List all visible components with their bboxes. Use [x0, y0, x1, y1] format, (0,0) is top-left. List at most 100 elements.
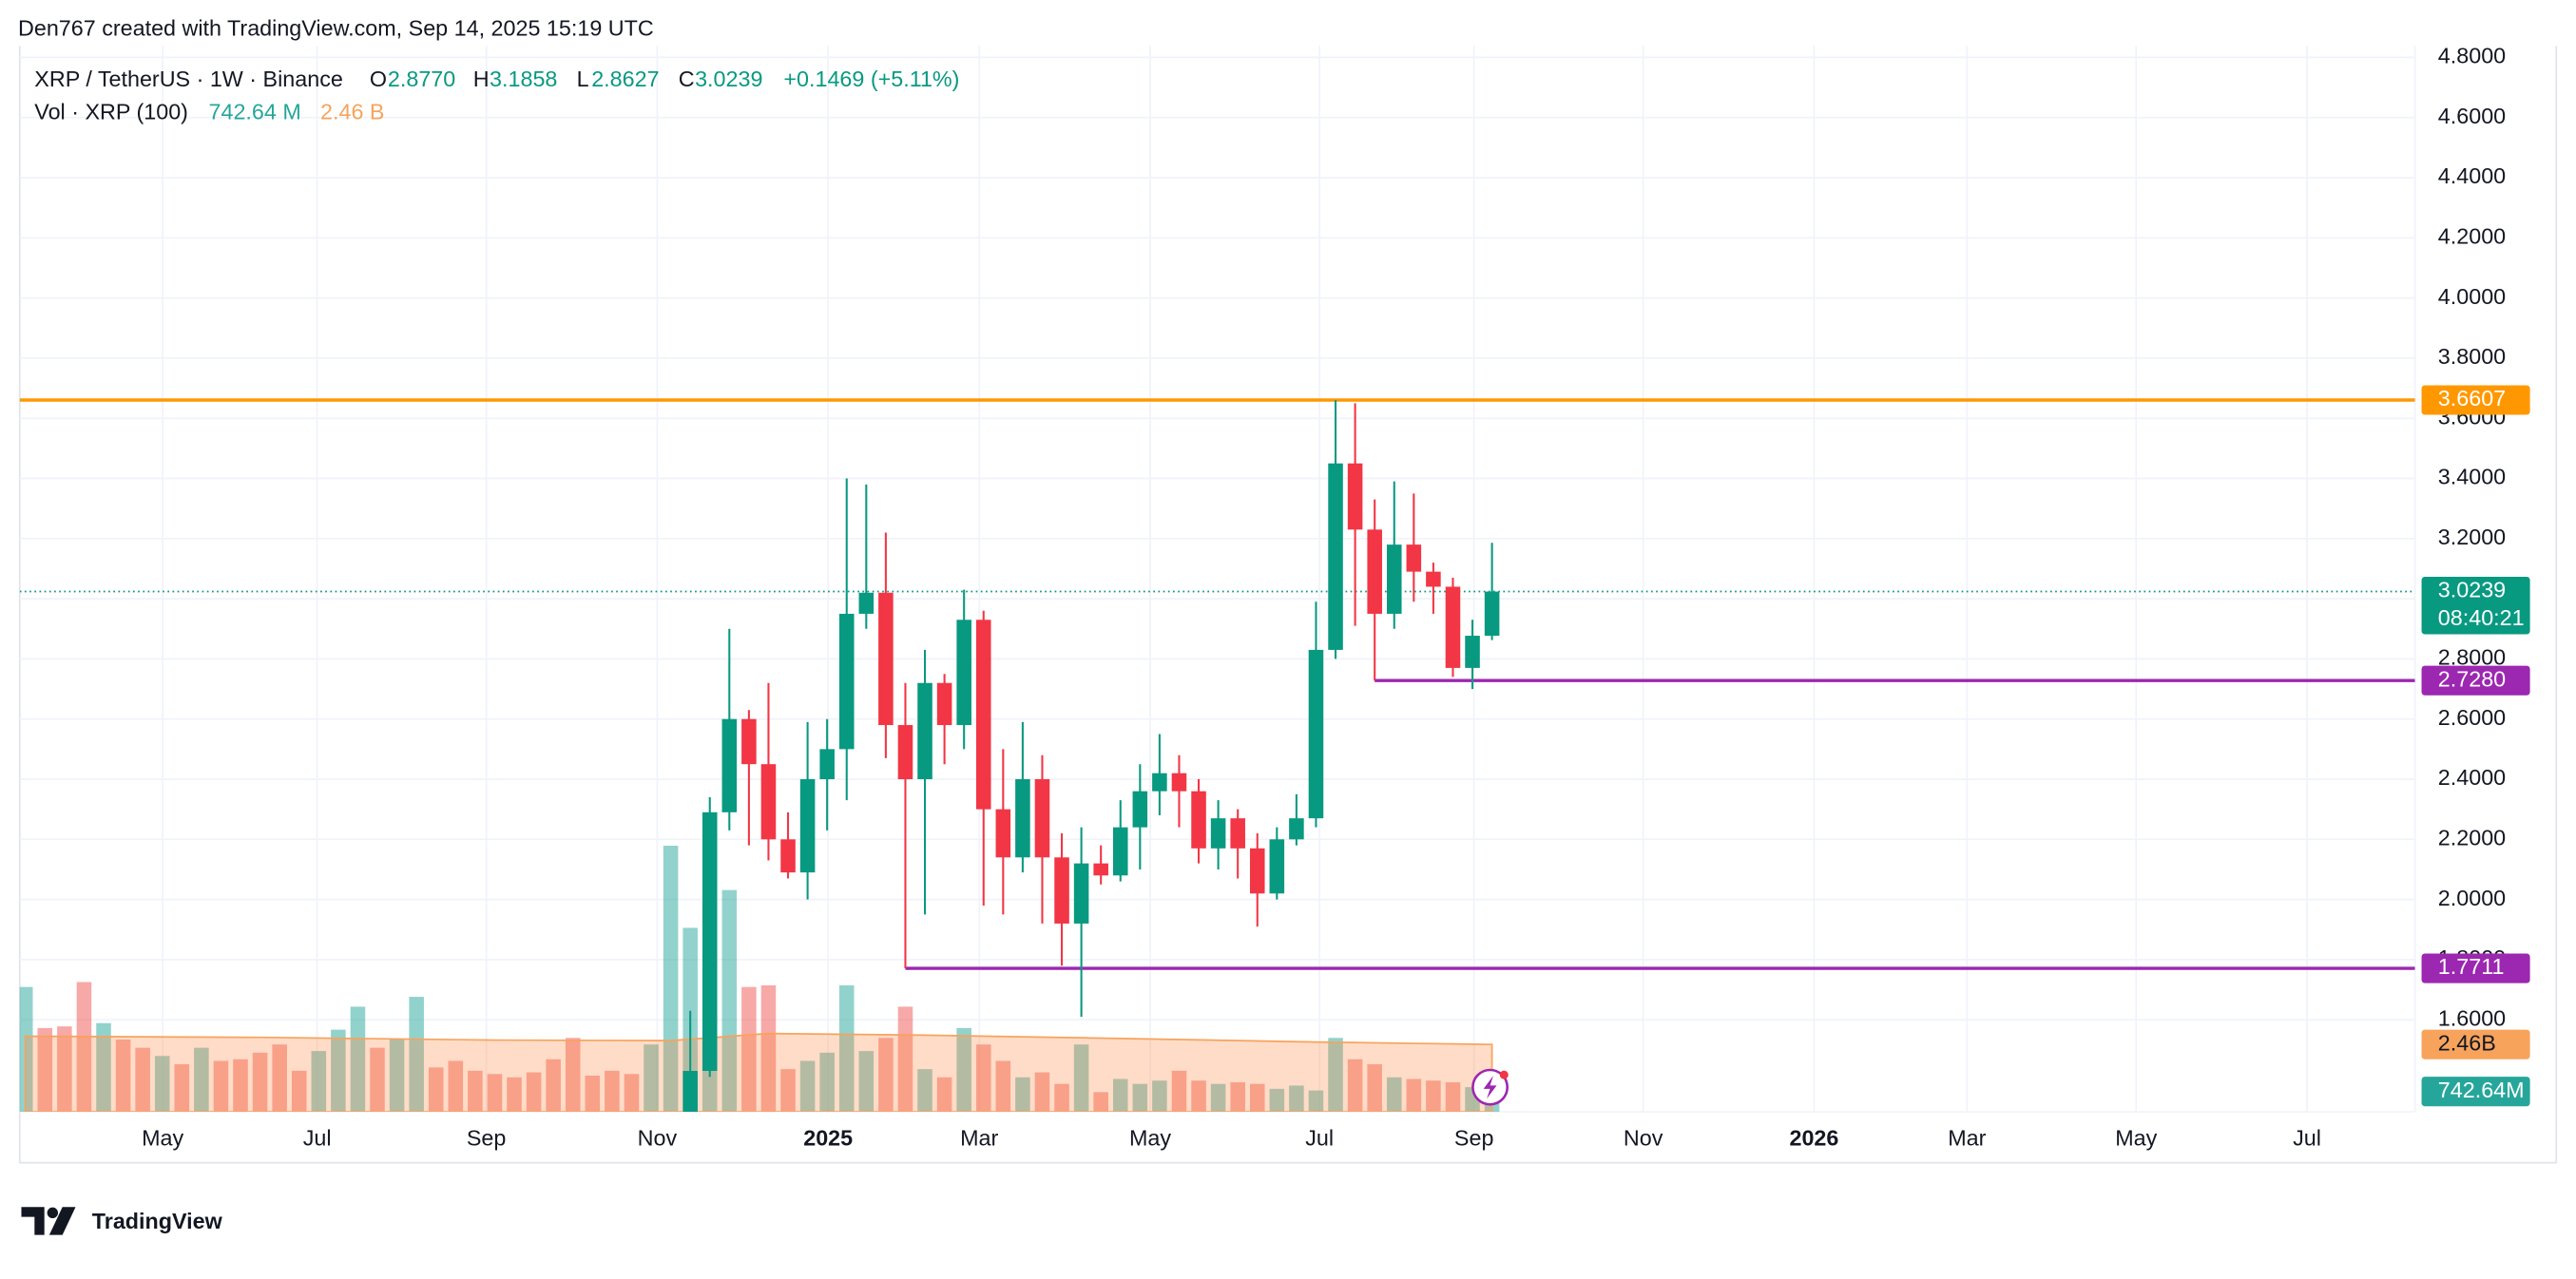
y-tick-label: 2.6000 [2438, 705, 2506, 730]
candle-body [878, 592, 894, 726]
volume-bar [1367, 1063, 1382, 1113]
x-tick-label: Mar [1948, 1126, 1986, 1151]
volume-bar [624, 1074, 640, 1113]
volume-bar [389, 1039, 405, 1113]
volume-bar [252, 1052, 268, 1113]
volume-bar [194, 1047, 209, 1113]
candle-body [1191, 791, 1206, 849]
level-badge-text: 1.7711 [2438, 954, 2505, 979]
volume-bar [995, 1060, 1011, 1113]
volume-bar [233, 1059, 248, 1113]
volume-bar [605, 1070, 620, 1113]
legend-open-label: O [370, 67, 387, 91]
x-tick-label: Mar [960, 1126, 998, 1151]
legend-volume: 742.64 M [209, 99, 301, 124]
candle-body [702, 811, 718, 1072]
y-tick-label: 1.6000 [2438, 1005, 2506, 1030]
x-tick-label: Nov [638, 1126, 678, 1151]
candle-body [1093, 863, 1108, 876]
x-tick-label: 2026 [1789, 1126, 1838, 1151]
volume-bar [96, 1022, 111, 1113]
volume-bar [1191, 1080, 1206, 1113]
legend-open: 2.8770 [388, 67, 455, 91]
volume-bar [1073, 1044, 1089, 1113]
candle-body [1152, 773, 1167, 792]
volume-bar [1269, 1088, 1285, 1113]
y-tick-label: 2.0000 [2438, 886, 2506, 910]
volume-bar [1328, 1038, 1343, 1113]
candle-body [1210, 818, 1226, 849]
volume-badge: 742.64M [2421, 1077, 2530, 1107]
candle-body [995, 809, 1011, 858]
volume-bar [1152, 1080, 1167, 1113]
volume-bar [721, 889, 738, 1113]
candle-body [1269, 839, 1285, 894]
legend-volume-ma: 2.46 B [320, 99, 384, 124]
x-tick-label: Nov [1624, 1126, 1663, 1151]
candle-body [1484, 591, 1500, 637]
candle-body [1289, 818, 1304, 840]
candle-body [838, 613, 855, 750]
volume-bar [1230, 1081, 1245, 1113]
logo: TradingView [21, 1207, 223, 1235]
volume-bar [741, 986, 757, 1113]
volume-ma [24, 1032, 1493, 1113]
candle-body [1406, 544, 1422, 572]
candle-body [1426, 571, 1441, 587]
candle-body [799, 779, 816, 873]
y-tick-label: 4.2000 [2438, 223, 2506, 248]
volume-badge-text: 742.64M [2438, 1078, 2525, 1102]
volume-bar [272, 1044, 287, 1113]
volume-bar [1308, 1090, 1324, 1113]
volume-bar [1249, 1083, 1265, 1113]
volume-bar [1406, 1079, 1422, 1113]
candle-body [1054, 857, 1069, 924]
y-tick-label: 2.4000 [2438, 765, 2506, 790]
volume-bar [37, 1027, 53, 1113]
level-badge-text: 2.7280 [2438, 666, 2506, 691]
candle-body [1230, 818, 1245, 849]
volume-bar [546, 1059, 561, 1113]
legend-symbol: XRP / TetherUS · 1W · Binance [34, 67, 343, 91]
y-tick-label: 4.4000 [2438, 163, 2506, 188]
candle-body [936, 682, 952, 726]
volume-ma-badge: 2.46B [2421, 1029, 2530, 1059]
candle-body [1112, 827, 1128, 876]
candle-body [1465, 636, 1480, 668]
candle-body [682, 1071, 698, 1113]
volume-bar [174, 1063, 190, 1113]
volume-bar [1034, 1072, 1050, 1113]
volume-bar [644, 1044, 659, 1113]
candle-body [1249, 848, 1265, 894]
volume-bar [448, 1060, 464, 1113]
y-tick-label: 4.0000 [2438, 284, 2506, 309]
candle-body [1015, 779, 1030, 858]
logo-text: TradingView [92, 1209, 223, 1233]
candle-body [760, 764, 777, 840]
level-badge: 3.6607 [2421, 385, 2530, 415]
candle-body [1073, 863, 1089, 924]
y-tick-label: 2.8000 [2438, 645, 2506, 670]
y-tick-label: 3.2000 [2438, 525, 2506, 549]
axes: 1.60001.80002.00002.20002.40002.60002.80… [142, 44, 2530, 1151]
volume-bar [350, 1006, 366, 1113]
volume-bar [1112, 1079, 1128, 1113]
volume-bar [1210, 1083, 1226, 1113]
volume-bar [819, 1052, 835, 1113]
y-tick-label: 2.2000 [2438, 825, 2506, 849]
x-tick-label: May [2115, 1126, 2157, 1151]
volume-bar [507, 1077, 522, 1113]
price-badge-text: 3.0239 [2438, 578, 2506, 602]
candle-body [1132, 791, 1148, 828]
level-badge-text: 3.6607 [2438, 386, 2506, 410]
level-badge-box [2421, 953, 2530, 983]
legend: XRP / TetherUS · 1W · Binance O 2.8770 H… [34, 67, 959, 124]
volume-bar [1093, 1092, 1108, 1113]
frame [18, 46, 2558, 1164]
volume-bar [917, 1069, 932, 1113]
candle-body [1386, 544, 1402, 614]
legend-close: 3.0239 [695, 67, 762, 91]
volume-bar [311, 1051, 327, 1113]
